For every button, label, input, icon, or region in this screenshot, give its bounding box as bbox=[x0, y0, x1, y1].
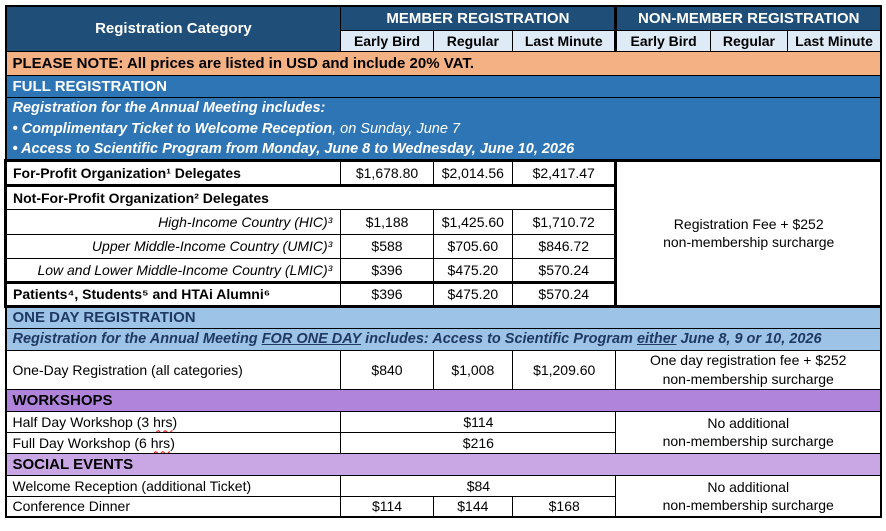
full-day-label-hrs: hrs bbox=[150, 434, 171, 451]
col-nonmember-regular: Regular bbox=[709, 29, 789, 52]
header-nonmember-registration: NON-MEMBER REGISTRATION bbox=[615, 5, 882, 31]
col-nonmember-last-minute: Last Minute bbox=[787, 29, 882, 52]
one-day-info-post: June 8, 9 or 10, 2026 bbox=[676, 331, 822, 347]
header-registration-category: Registration Category bbox=[4, 5, 342, 52]
row-label-half-day-workshop: Half Day Workshop (3 hrs) bbox=[4, 410, 342, 433]
price-lmic-last-minute: $570.24 bbox=[511, 257, 618, 284]
section-workshops: WORKSHOPS bbox=[5, 388, 882, 412]
half-day-label-post: ) bbox=[172, 413, 178, 430]
half-day-label-pre: Half Day Workshop (3 bbox=[12, 413, 154, 430]
row-label-hic: High-Income Country (HIC)³ bbox=[3, 208, 342, 235]
col-member-last-minute: Last Minute bbox=[511, 29, 618, 52]
price-umic-last-minute: $846.72 bbox=[511, 233, 618, 259]
row-label-one-day-registration: One-Day Registration (all categories) bbox=[4, 349, 342, 390]
price-umic-regular: $705.60 bbox=[432, 233, 514, 259]
price-dinner-regular: $144 bbox=[432, 495, 514, 518]
header-member-registration: MEMBER REGISTRATION bbox=[340, 5, 618, 31]
row-label-conference-dinner: Conference Dinner bbox=[4, 495, 342, 518]
registration-pricing-table: Registration Category MEMBER REGISTRATIO… bbox=[3, 5, 882, 518]
price-lmic-regular: $475.20 bbox=[432, 257, 514, 284]
workshops-surcharge-line2: non-membership surcharge bbox=[662, 433, 834, 449]
price-lmic-early-bird: $396 bbox=[340, 257, 434, 284]
price-hic-regular: $1,425.60 bbox=[432, 208, 514, 235]
price-hic-last-minute: $1,710.72 bbox=[511, 208, 618, 235]
full-reg-info-heading: Registration for the Annual Meeting incl… bbox=[5, 97, 882, 118]
price-dinner-last-minute: $168 bbox=[511, 495, 617, 518]
price-one-day-early-bird: $840 bbox=[340, 349, 434, 390]
col-member-regular: Regular bbox=[432, 29, 514, 52]
social-surcharge-line1: No additional bbox=[707, 478, 790, 495]
workshops-surcharge-line1: No additional bbox=[707, 414, 790, 431]
one-day-info-for-one-day: FOR ONE DAY bbox=[261, 331, 362, 347]
bullet1-bold-text: • Complimentary Ticket to Welcome Recept… bbox=[12, 120, 333, 137]
row-label-not-for-profit-heading: Not-For-Profit Organization² Delegates bbox=[3, 184, 617, 210]
col-nonmember-early-bird: Early Bird bbox=[615, 29, 711, 52]
one-day-surcharge-line2: non-membership surcharge bbox=[662, 370, 834, 387]
one-day-info: Registration for the Annual Meeting FOR … bbox=[5, 327, 882, 351]
price-patients-regular: $475.20 bbox=[432, 281, 514, 308]
price-umic-early-bird: $588 bbox=[340, 233, 434, 259]
price-for-profit-regular: $2,014.56 bbox=[432, 158, 514, 187]
row-label-patients-students-alumni: Patients⁴, Students⁵ and HTAi Alumni⁶ bbox=[3, 281, 342, 308]
section-social-events: SOCIAL EVENTS bbox=[5, 452, 882, 476]
price-hic-early-bird: $1,188 bbox=[340, 208, 434, 235]
social-nonmember-surcharge: No additional non-membership surcharge bbox=[615, 474, 882, 518]
full-day-label-post: ) bbox=[170, 434, 175, 451]
one-day-info-either: either bbox=[636, 331, 677, 347]
surcharge-line1: Registration Fee + $252 bbox=[673, 215, 824, 232]
one-day-info-pre: Registration for the Annual Meeting bbox=[12, 331, 262, 347]
surcharge-line2: non-membership surcharge bbox=[663, 234, 835, 250]
price-for-profit-last-minute: $2,417.47 bbox=[511, 158, 618, 187]
full-reg-nonmember-surcharge: Registration Fee + $252 non-membership s… bbox=[614, 158, 882, 308]
row-label-full-day-workshop: Full Day Workshop (6 hrs) bbox=[4, 431, 342, 454]
one-day-info-mid: includes: Access to Scientific Program bbox=[361, 331, 637, 347]
one-day-surcharge-line1: One day registration fee + $252 bbox=[649, 352, 847, 369]
social-surcharge-line2: non-membership surcharge bbox=[662, 496, 834, 513]
row-label-welcome-reception: Welcome Reception (additional Ticket) bbox=[4, 474, 342, 497]
workshops-nonmember-surcharge: No additional non-membership surcharge bbox=[615, 410, 882, 454]
section-one-day-registration: ONE DAY REGISTRATION bbox=[5, 305, 882, 329]
full-day-label-pre: Full Day Workshop (6 bbox=[12, 434, 151, 451]
price-for-profit-early-bird: $1,678.80 bbox=[340, 158, 434, 187]
price-dinner-early-bird: $114 bbox=[340, 495, 434, 518]
pricing-table-container: Registration Category MEMBER REGISTRATIO… bbox=[3, 5, 882, 518]
section-full-registration: FULL REGISTRATION bbox=[5, 74, 882, 98]
bullet1-regular-text: , on Sunday, June 7 bbox=[332, 120, 461, 137]
one-day-nonmember-surcharge: One day registration fee + $252 non-memb… bbox=[615, 349, 882, 390]
vat-note: PLEASE NOTE: All prices are listed in US… bbox=[5, 50, 882, 76]
row-label-for-profit: For-Profit Organization¹ Delegates bbox=[3, 158, 342, 187]
full-reg-bullet-scientific-program: • Access to Scientific Program from Mond… bbox=[5, 139, 882, 162]
price-full-day-workshop: $216 bbox=[340, 431, 617, 454]
full-reg-bullet-welcome-reception: • Complimentary Ticket to Welcome Recept… bbox=[5, 118, 882, 139]
col-member-early-bird: Early Bird bbox=[340, 29, 434, 52]
price-patients-early-bird: $396 bbox=[340, 281, 434, 308]
half-day-label-hrs: hrs bbox=[153, 413, 173, 430]
row-label-lmic: Low and Lower Middle-Income Country (LMI… bbox=[3, 257, 342, 284]
price-one-day-last-minute: $1,209.60 bbox=[511, 349, 617, 390]
price-half-day-workshop: $114 bbox=[340, 410, 617, 433]
price-welcome-reception: $84 bbox=[340, 474, 617, 497]
price-patients-last-minute: $570.24 bbox=[511, 281, 618, 308]
row-label-umic: Upper Middle-Income Country (UMIC)³ bbox=[3, 233, 342, 259]
price-one-day-regular: $1,008 bbox=[432, 349, 514, 390]
